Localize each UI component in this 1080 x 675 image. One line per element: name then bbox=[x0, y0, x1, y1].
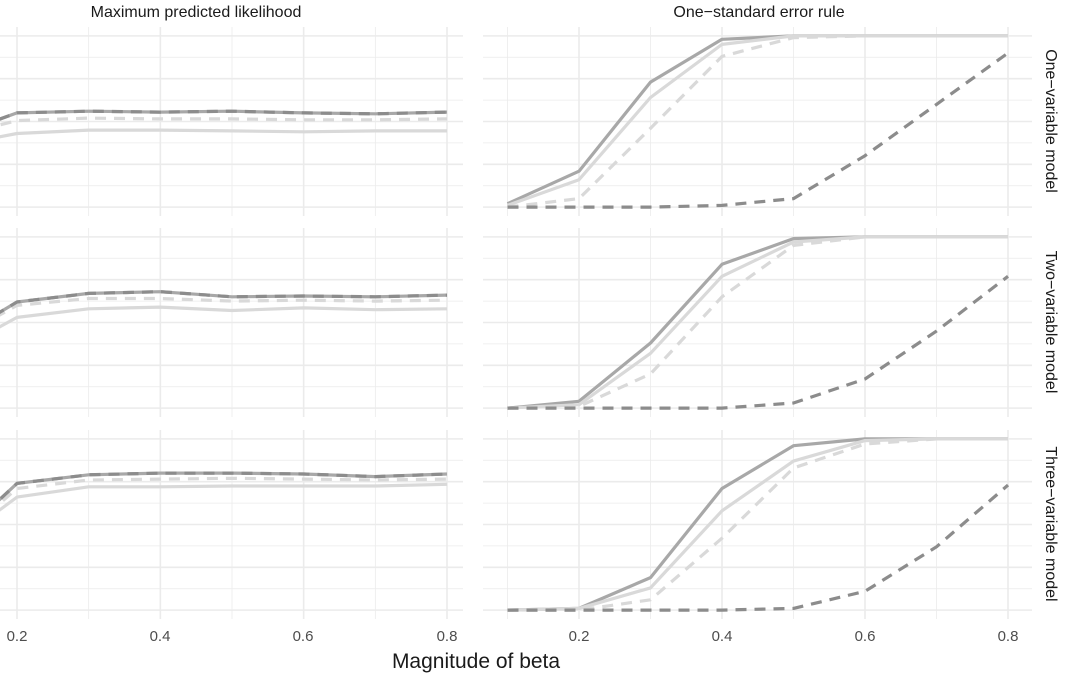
series-line-light-solid bbox=[0, 305, 448, 329]
panel-r1-c0 bbox=[0, 228, 463, 417]
series-group bbox=[507, 235, 1009, 410]
series-line-light-solid bbox=[507, 235, 1008, 410]
panel-r1-c1 bbox=[483, 228, 1032, 417]
series-line-light-dashed bbox=[507, 235, 1008, 410]
series-line-light-solid bbox=[506, 34, 1008, 207]
series-line-light-dashed bbox=[507, 34, 1008, 209]
series-line-light-dashed bbox=[0, 476, 448, 506]
column-title-max-likelihood: Maximum predicted likelihood bbox=[91, 4, 302, 21]
series-line-dark-solid bbox=[0, 109, 448, 121]
series-line-light-dashed bbox=[0, 296, 448, 317]
series-group bbox=[0, 109, 448, 139]
series-line-light-solid bbox=[0, 128, 447, 139]
series-line-dark-dashed bbox=[0, 471, 448, 502]
series-group bbox=[507, 437, 1010, 612]
column-title-one-se-rule: One−standard error rule bbox=[673, 4, 844, 21]
x-tick-label-left-0.8: 0.8 bbox=[437, 628, 458, 645]
panel-r0-c0 bbox=[0, 27, 463, 216]
series-line-dark-solid bbox=[506, 34, 1008, 206]
row-title-one-variable: One−variable model bbox=[1042, 49, 1059, 193]
panels-group bbox=[0, 27, 1032, 619]
series-line-dark-dashed bbox=[0, 109, 448, 121]
series-line-dark-dashed bbox=[507, 483, 1010, 612]
row-title-two-variable: Two−variable model bbox=[1042, 251, 1059, 394]
row-title-three-variable: Three−variable model bbox=[1042, 446, 1059, 601]
x-tick-label-left-0.2: 0.2 bbox=[7, 628, 28, 645]
x-tick-label-left-0.4: 0.4 bbox=[150, 628, 171, 645]
x-tick-label-right-0.6: 0.6 bbox=[855, 628, 876, 645]
series-line-dark-dashed bbox=[507, 51, 1009, 209]
series-line-dark-dashed bbox=[507, 275, 1009, 410]
x-tick-label-right-0.2: 0.2 bbox=[569, 628, 590, 645]
x-axis-title: Magnitude of beta bbox=[392, 650, 560, 673]
series-line-light-solid bbox=[0, 482, 448, 512]
series-group bbox=[0, 471, 448, 512]
x-tick-label-right-0.8: 0.8 bbox=[998, 628, 1019, 645]
x-tick-label-right-0.4: 0.4 bbox=[712, 628, 733, 645]
series-line-light-solid bbox=[507, 437, 1008, 612]
series-line-light-dashed bbox=[507, 437, 1008, 612]
series-line-light-dashed bbox=[0, 116, 448, 127]
panel-r0-c1 bbox=[483, 27, 1032, 216]
series-group bbox=[506, 34, 1009, 209]
series-line-dark-dashed bbox=[0, 290, 448, 315]
x-tick-label-left-0.6: 0.6 bbox=[293, 628, 314, 645]
panel-r2-c1 bbox=[483, 430, 1032, 619]
series-group bbox=[0, 290, 448, 329]
panel-r2-c0 bbox=[0, 430, 463, 619]
